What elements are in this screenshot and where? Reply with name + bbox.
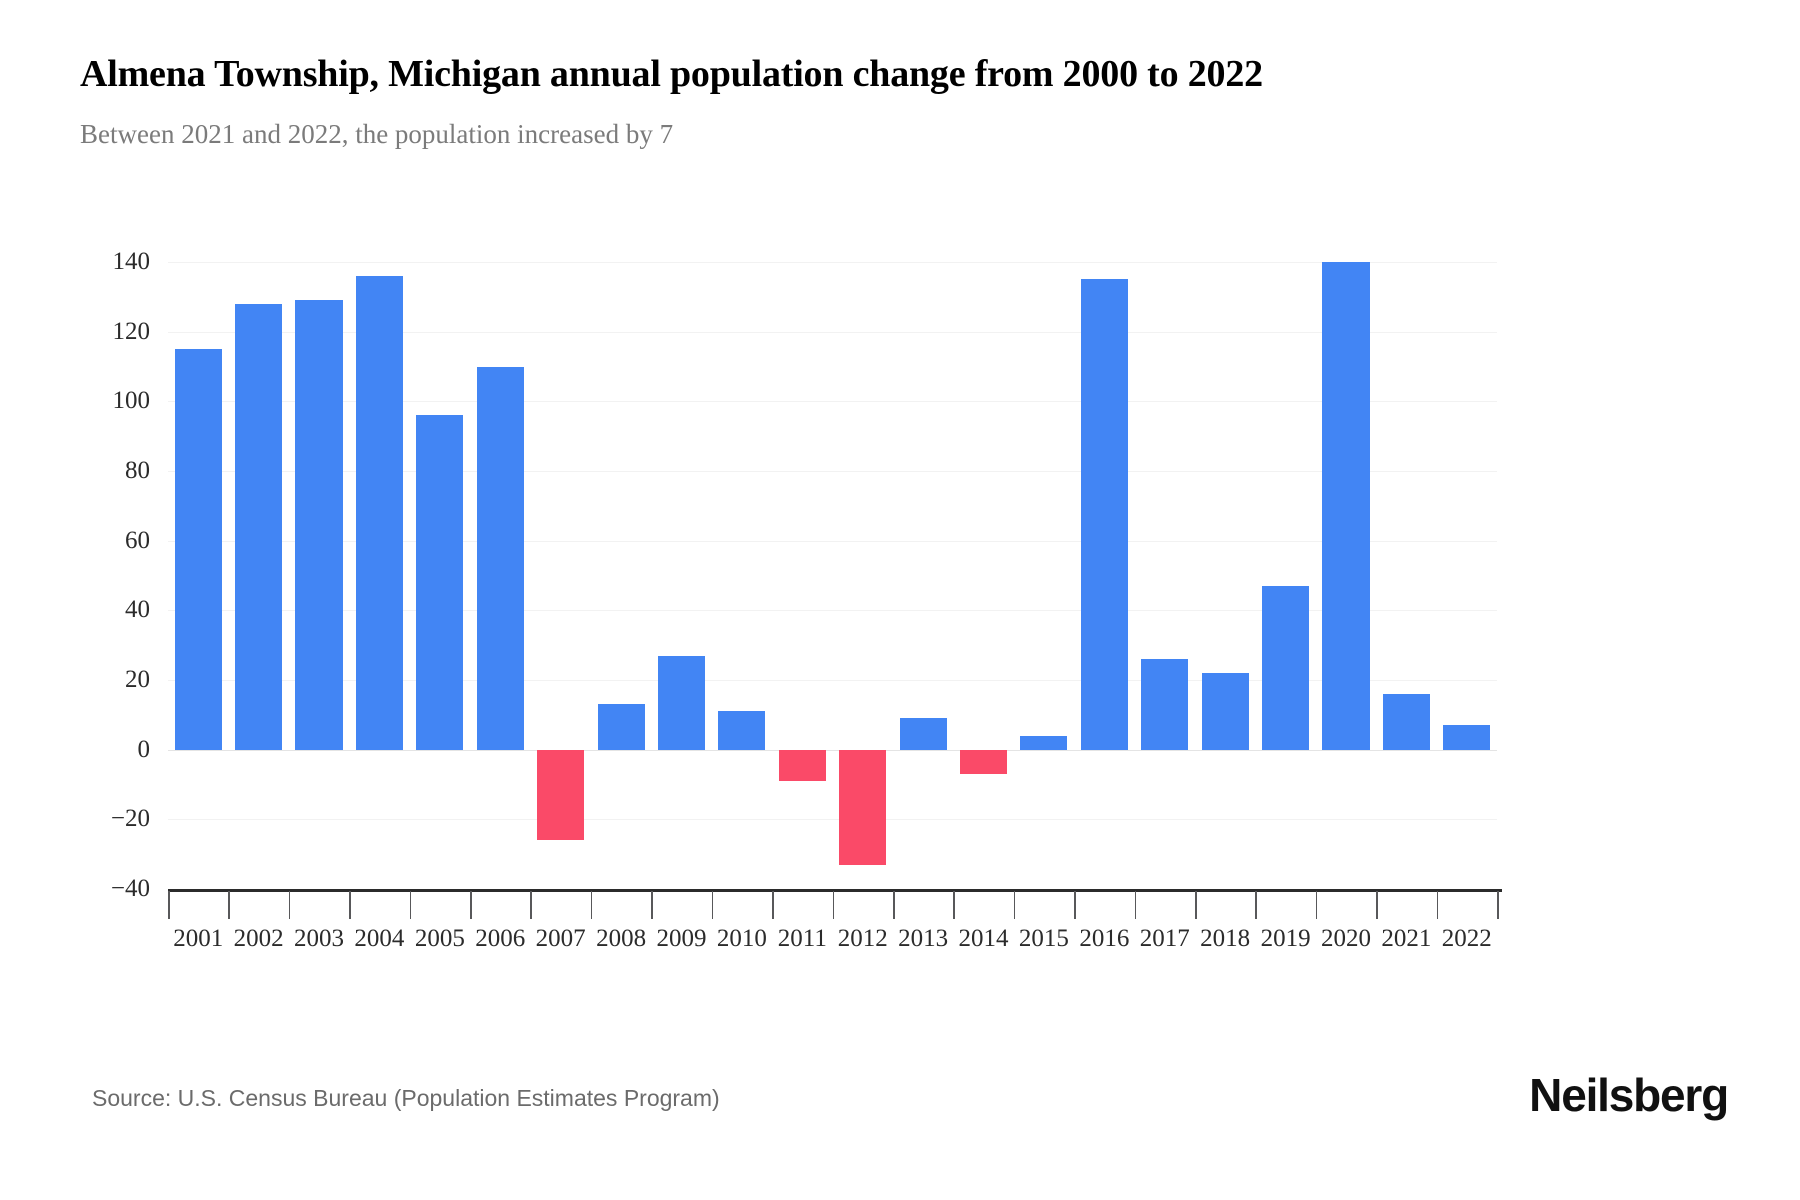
y-axis-tick-label: 60 [125,526,150,554]
x-axis-ticks [168,891,1499,921]
y-axis-tick-label: −40 [110,875,150,902]
y-axis-tick-label: 120 [112,317,151,345]
x-axis-tick-label: 2014 [958,925,1009,952]
x-axis-tick [409,891,412,919]
bar-2015[interactable] [1020,735,1068,750]
gridline [168,401,1497,403]
x-axis-line [168,889,1502,892]
bar-2010[interactable] [718,711,766,750]
y-axis-tick-label: −20 [110,805,150,833]
x-axis-tick [651,891,653,919]
bar-2021[interactable] [1382,693,1430,750]
x-axis-tick [288,891,291,919]
x-axis-tick [168,891,170,919]
x-axis-tick [1255,891,1257,919]
x-axis-tick [953,891,955,919]
bar-2009[interactable] [657,655,706,750]
gridline [168,819,1497,821]
x-axis-tick [228,891,230,919]
bar-2005[interactable] [416,415,464,750]
x-axis-tick-label: 2011 [777,925,827,952]
x-axis-tick-label: 2020 [1320,925,1371,952]
x-axis-tick-label: 2005 [414,925,465,952]
bar-2011[interactable] [778,749,826,781]
y-axis-tick-label: 0 [137,735,151,763]
bar-2006[interactable] [476,366,524,750]
x-axis-tick [1013,891,1016,919]
x-axis-tick [892,891,895,919]
y-axis-tick-label: 20 [125,666,150,693]
x-axis-tick-label: 2004 [354,925,405,952]
x-axis-tick [590,891,593,919]
bar-2001[interactable] [174,349,222,750]
bar-2008[interactable] [597,704,645,750]
x-axis-tick [772,891,774,919]
x-axis-tick [1074,891,1076,919]
gridline [168,610,1497,612]
y-axis-tick-label: 140 [112,248,151,275]
bar-2019[interactable] [1262,585,1310,750]
x-axis-tick-label: 2016 [1079,925,1130,952]
zero-line [168,749,1497,752]
x-axis-labels: 2001 2002 2003 2004 2005 2006 2007 2008 2009 2010… [168,925,1497,971]
x-axis-tick-label: 2007 [535,925,586,952]
x-axis-tick-label: 2021 [1381,925,1432,952]
y-axis-labels: 140 120 100 80 60 40 20 0 −20 −40 [0,248,151,902]
x-axis-tick [1436,891,1439,919]
x-axis-tick [1497,891,1499,919]
plot-area [168,262,1497,890]
y-axis-tick-label: 80 [125,457,150,484]
x-axis-tick-label: 2009 [656,925,707,952]
x-axis-tick-label: 2018 [1200,925,1251,952]
x-axis-tick [832,891,835,919]
x-axis-tick [1194,891,1197,919]
bar-2022[interactable] [1443,725,1491,750]
x-axis-tick-label: 2012 [837,925,888,952]
gridline [168,471,1497,472]
bar-2012[interactable] [839,749,887,865]
x-axis-tick [711,891,714,919]
x-axis-tick [530,891,533,919]
gridline [168,262,1497,263]
x-axis-tick-label: 2008 [596,925,647,952]
x-axis-tick [1376,891,1378,919]
bar-2004[interactable] [355,275,403,750]
page-title: Almena Township, Michigan annual populat… [80,53,1263,95]
bar-2016[interactable] [1080,279,1128,750]
x-axis-tick-label: 2002 [233,925,284,952]
bar-2017[interactable] [1141,659,1189,750]
bar-2013[interactable] [899,718,947,750]
x-axis-tick [1315,891,1318,919]
y-axis-tick-label: 100 [112,387,151,415]
brand-logo: Neilsberg [1529,1069,1729,1121]
x-axis-tick-label: 2010 [716,925,767,952]
x-axis-tick-label: 2003 [294,925,345,952]
x-axis-tick-label: 2001 [173,925,224,952]
gridline [168,540,1497,542]
gridline [168,680,1497,681]
x-axis-tick [1134,891,1137,919]
x-axis-tick-label: 2013 [898,925,949,952]
bar-2014[interactable] [959,749,1008,775]
x-axis-tick-label: 2015 [1018,925,1069,952]
x-axis-tick-label: 2019 [1260,925,1311,952]
bar-2002[interactable] [235,303,283,750]
x-axis-tick-label: 2017 [1139,925,1190,952]
y-axis-tick-label: 40 [125,596,150,624]
page-subtitle: Between 2021 and 2022, the population in… [80,119,674,149]
x-axis-tick-label: 2022 [1441,925,1492,952]
gridline [168,331,1497,333]
x-axis-tick [470,891,472,919]
x-axis-tick [349,891,351,919]
bar-2018[interactable] [1201,673,1249,750]
bar-2020[interactable] [1322,262,1370,750]
bar-2007[interactable] [537,749,585,841]
x-axis-tick-label: 2006 [475,925,526,952]
bar-2003[interactable] [295,300,343,750]
bar-series [168,262,1497,889]
source-note: Source: U.S. Census Bureau (Population E… [92,1085,720,1111]
